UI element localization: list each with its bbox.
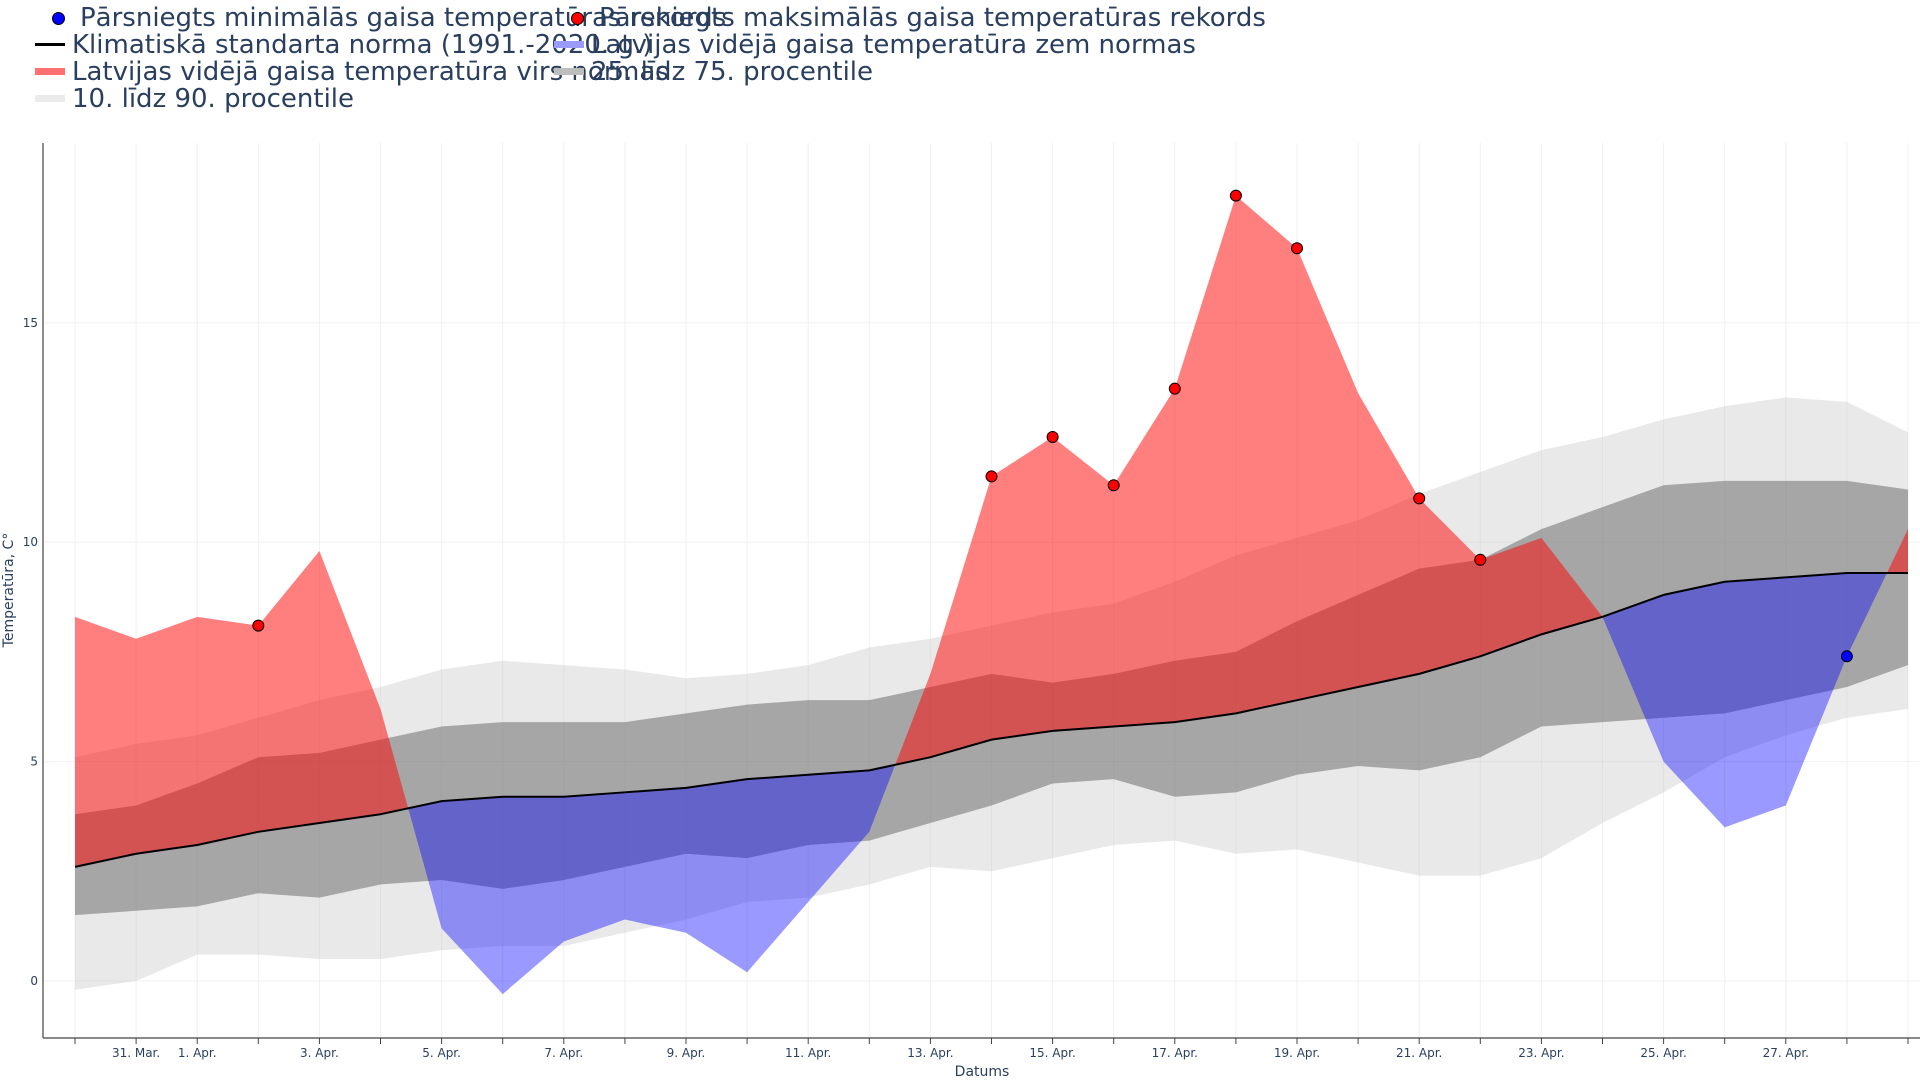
area-below-norm: [1602, 572, 1887, 828]
max-record-marker: [1413, 492, 1426, 505]
x-tick-label: 19. Apr.: [1274, 1046, 1320, 1060]
ticks: 31. Mar. 1. Apr. 3. Apr. 5. Apr. 7. Apr. 9. A…: [23, 316, 1909, 1060]
x-tick-label: 25. Apr.: [1640, 1046, 1686, 1060]
max-record-marker: [985, 470, 998, 483]
max-record-marker: [1474, 553, 1487, 566]
legend-label: Latvijas vidējā gaisa temperatūra zem no…: [591, 30, 1196, 60]
legend-item-max-record[interactable]: Pārsniegts maksimālās gaisa temperatūras…: [561, 2, 1266, 34]
legend-label: 10. līdz 90. procentile: [72, 84, 355, 114]
area-above-norm: [75, 551, 409, 867]
x-tick-label: 5. Apr.: [422, 1046, 461, 1060]
y-tick-label: 5: [30, 755, 38, 769]
x-tick-label: 9. Apr.: [667, 1046, 706, 1060]
legend-item-p10-p90[interactable]: 10. līdz 90. procentile: [34, 83, 354, 115]
y-tick-label: 15: [23, 316, 38, 330]
legend-band-gray-icon: [553, 56, 585, 88]
max-record-marker: [1229, 189, 1242, 202]
x-tick-label: 27. Apr.: [1763, 1046, 1809, 1060]
norm-line-group: [74, 571, 1908, 868]
legend-band-lightgray-icon: [34, 83, 66, 115]
record-markers: [252, 189, 1853, 663]
x-tick-label: 11. Apr.: [785, 1046, 831, 1060]
area-below-norm: [408, 764, 896, 995]
x-tick-label: 31. Mar.: [112, 1046, 160, 1060]
legend-marker-blue-dot-icon: [42, 2, 74, 34]
max-record-marker: [1168, 382, 1181, 395]
norm-line: [74, 571, 1908, 868]
legend-label: Pārsniegts maksimālās gaisa temperatūras…: [599, 3, 1266, 33]
x-tick-label: 1. Apr.: [178, 1046, 217, 1060]
max-record-marker: [1046, 430, 1059, 443]
legend-band-red-icon: [34, 56, 66, 88]
x-tick-label: 13. Apr.: [907, 1046, 953, 1060]
anomaly-areas: [75, 195, 1908, 995]
x-tick-label: 23. Apr.: [1518, 1046, 1564, 1060]
x-tick-label: 3. Apr.: [300, 1046, 339, 1060]
area-above-norm: [895, 195, 1603, 765]
legend-band-blue-icon: [553, 29, 585, 61]
legend-label: 25. līdz 75. procentile: [591, 57, 874, 87]
x-tick-label: 7. Apr.: [544, 1046, 583, 1060]
x-tick-label: 17. Apr.: [1152, 1046, 1198, 1060]
max-record-marker: [252, 619, 265, 632]
legend: Pārsniegts minimālās gaisa temperatūras …: [0, 0, 1920, 140]
x-tick-label: 21. Apr.: [1396, 1046, 1442, 1060]
min-record-marker: [1840, 650, 1853, 663]
legend-line-black-icon: [34, 29, 66, 61]
x-axis-title: Datums: [955, 1064, 1010, 1080]
legend-item-min-record[interactable]: Pārsniegts minimālās gaisa temperatūras …: [42, 2, 726, 34]
legend-marker-red-dot-icon: [561, 2, 593, 34]
legend-item-p25-p75[interactable]: 25. līdz 75. procentile: [553, 56, 873, 88]
legend-label: Pārsniegts minimālās gaisa temperatūras …: [80, 3, 727, 33]
area-above-norm: [1886, 529, 1908, 573]
legend-item-below-norm[interactable]: Latvijas vidējā gaisa temperatūra zem no…: [553, 29, 1196, 61]
y-tick-label: 0: [30, 974, 38, 988]
max-record-marker: [1291, 242, 1303, 255]
x-tick-label: 15. Apr.: [1029, 1046, 1075, 1060]
max-record-marker: [1107, 479, 1120, 492]
y-axis-title: Temperatūra, C°: [1, 533, 17, 649]
y-tick-label: 10: [23, 535, 38, 549]
axes: [42, 143, 1920, 1039]
